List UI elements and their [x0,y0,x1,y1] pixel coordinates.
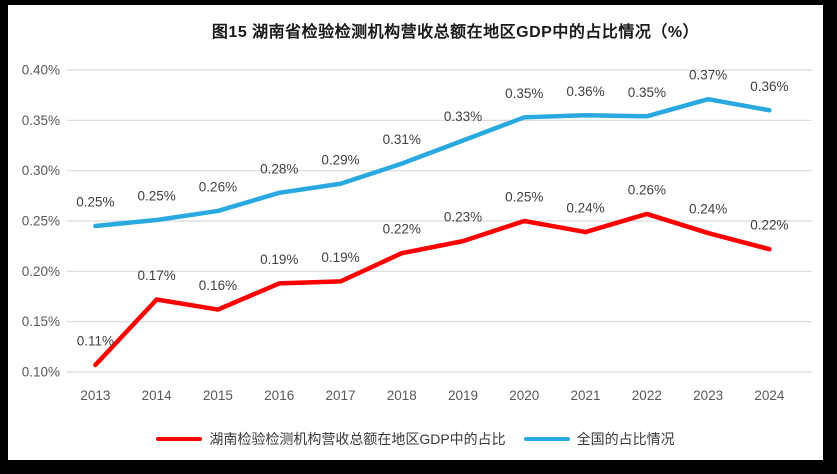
data-label: 0.23% [444,210,482,225]
x-tick-label: 2023 [693,388,723,403]
x-tick-label: 2016 [264,388,294,403]
data-label: 0.25% [76,195,114,210]
chart-legend: 湖南检验检测机构营收总额在地区GDP中的占比 全国的占比情况 [8,429,823,449]
data-label: 0.35% [505,86,543,101]
data-label: 0.22% [750,218,788,233]
data-label: 0.19% [260,252,298,267]
y-tick-label: 0.35% [22,113,60,128]
x-tick-label: 2020 [509,388,539,403]
legend-label-national: 全国的占比情况 [576,431,675,447]
x-tick-label: 2024 [754,388,785,403]
data-label: 0.25% [138,188,176,203]
x-tick-label: 2018 [387,388,417,403]
data-label: 0.24% [689,202,727,217]
x-tick-label: 2022 [632,388,662,403]
legend-swatch-national [523,436,570,442]
chart-title: 图15 湖南省检验检测机构营收总额在地区GDP中的占比情况（%） [211,24,700,41]
x-tick-label: 2019 [448,388,478,403]
data-label: 0.25% [505,189,543,204]
y-tick-label: 0.10% [22,364,60,379]
data-label: 0.37% [689,68,727,83]
data-label: 0.11% [77,333,114,348]
data-label: 0.26% [628,182,666,197]
x-tick-label: 2013 [80,388,110,403]
y-tick-label: 0.30% [22,163,60,178]
data-label: 0.28% [260,161,298,176]
x-tick-label: 2017 [325,388,355,403]
data-label: 0.36% [566,84,604,99]
series-line-hunan [93,211,772,368]
data-label: 0.36% [750,79,788,94]
data-label: 0.26% [199,179,237,194]
legend-swatch-hunan [156,436,203,442]
legend-label-hunan: 湖南检验检测机构营收总额在地区GDP中的占比 [209,431,506,447]
data-label: 0.19% [321,250,359,265]
data-label: 0.33% [444,109,482,124]
data-label: 0.16% [199,278,237,293]
y-tick-label: 0.20% [22,264,60,279]
series-line-national [93,96,772,229]
y-tick-label: 0.25% [22,213,60,228]
data-label: 0.31% [383,132,421,147]
data-label: 0.35% [628,85,666,100]
data-label: 0.24% [566,201,604,216]
data-label: 0.22% [383,222,421,237]
y-tick-label: 0.40% [22,63,60,78]
x-tick-label: 2021 [571,388,601,403]
data-label: 0.17% [138,268,176,283]
chart-canvas: 图15 湖南省检验检测机构营收总额在地区GDP中的占比情况（%） 0.40% 0.… [8,5,823,460]
x-tick-label: 2014 [142,388,173,403]
data-label: 0.29% [321,152,359,167]
y-tick-label: 0.15% [22,314,60,329]
line-chart-plot: 0.40% 0.35% 0.30% 0.25% 0.20% 0.15% 0.10% 2013 2… [22,63,812,403]
x-tick-label: 2015 [203,388,233,403]
